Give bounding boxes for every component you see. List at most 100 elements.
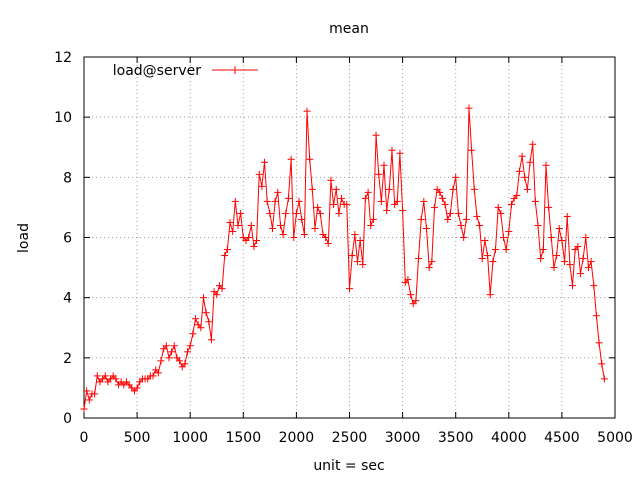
chart-title: mean — [329, 21, 369, 37]
data-point — [558, 237, 566, 245]
data-point — [133, 384, 141, 392]
data-point — [245, 234, 253, 241]
data-point — [399, 206, 407, 214]
data-point — [330, 200, 338, 208]
data-point — [157, 357, 165, 365]
data-point — [154, 369, 162, 377]
data-point — [595, 339, 603, 347]
data-point — [396, 149, 404, 157]
data-point — [492, 246, 500, 254]
data-point — [428, 258, 436, 266]
y-tick-label: 12 — [54, 50, 72, 66]
data-point — [526, 158, 534, 166]
data-point — [205, 318, 213, 326]
data-point — [271, 197, 279, 205]
x-tick-label: 1000 — [172, 430, 208, 446]
data-point — [587, 258, 595, 266]
data-point — [412, 297, 420, 305]
data-point — [563, 212, 571, 220]
data-point — [404, 276, 412, 284]
data-point — [422, 224, 430, 232]
y-tick-labels: 0 2 4 6 8 10 12 — [54, 50, 72, 427]
x-axis-label: unit = sec — [313, 458, 384, 474]
data-point — [351, 230, 359, 238]
data-point — [417, 215, 425, 223]
data-point — [353, 258, 361, 266]
data-point — [207, 336, 215, 344]
data-point — [590, 282, 598, 290]
data-point — [539, 246, 547, 254]
data-point — [343, 200, 351, 208]
series-layer — [80, 104, 608, 413]
data-point — [168, 348, 176, 356]
data-point — [502, 246, 510, 254]
data-point — [497, 209, 505, 217]
data-point — [576, 270, 584, 278]
data-point — [184, 348, 192, 356]
data-point — [486, 291, 494, 299]
data-point — [367, 221, 375, 229]
data-point — [101, 372, 109, 380]
legend-label: load@server — [113, 63, 201, 79]
data-point — [276, 221, 284, 229]
data-point — [218, 285, 226, 293]
data-point — [484, 252, 492, 260]
data-point — [547, 234, 555, 241]
data-point — [598, 360, 606, 368]
data-point — [521, 173, 529, 181]
x-tick-label: 2500 — [332, 430, 368, 446]
data-point — [83, 387, 91, 395]
data-point — [149, 372, 157, 380]
data-point — [295, 197, 303, 205]
data-point — [202, 309, 210, 317]
data-point — [569, 282, 577, 290]
axis-ticks — [83, 56, 616, 419]
data-point — [507, 200, 515, 208]
data-point — [473, 212, 481, 220]
data-point — [311, 224, 319, 232]
data-point — [476, 221, 484, 229]
data-point — [258, 182, 266, 190]
data-point — [170, 342, 178, 350]
data-point — [372, 131, 380, 139]
data-point — [550, 264, 558, 272]
data-point — [361, 194, 369, 202]
data-point — [231, 197, 239, 205]
data-point — [430, 203, 438, 211]
data-point — [420, 197, 428, 205]
data-point — [226, 218, 234, 226]
data-point — [250, 243, 258, 251]
data-point — [452, 173, 460, 181]
y-tick-label: 8 — [63, 170, 72, 186]
data-point — [263, 197, 271, 205]
x-tick-labels: 0 500 1000 1500 2000 2500 3000 3500 4000 4500 5000 — [80, 430, 633, 446]
data-point — [279, 230, 287, 238]
data-point — [269, 224, 277, 232]
data-point — [356, 237, 364, 245]
data-point — [189, 330, 197, 338]
data-point — [332, 185, 340, 193]
data-point — [165, 354, 173, 362]
data-point — [561, 258, 569, 266]
data-point — [255, 170, 263, 178]
data-point — [478, 255, 486, 263]
data-point — [425, 264, 433, 272]
data-point — [449, 185, 457, 193]
data-point — [85, 396, 93, 404]
y-tick-label: 10 — [54, 110, 72, 126]
data-point — [300, 230, 308, 238]
data-point — [441, 200, 449, 208]
data-point — [542, 161, 550, 169]
data-point — [513, 191, 521, 199]
data-point — [314, 203, 322, 211]
data-point — [377, 197, 385, 205]
data-point — [199, 294, 207, 302]
data-point — [537, 255, 545, 263]
data-point — [93, 372, 101, 380]
data-point — [438, 194, 446, 202]
x-tick-label: 3500 — [438, 430, 474, 446]
data-point — [327, 176, 335, 184]
y-tick-label: 0 — [63, 411, 72, 427]
data-point — [579, 255, 587, 263]
